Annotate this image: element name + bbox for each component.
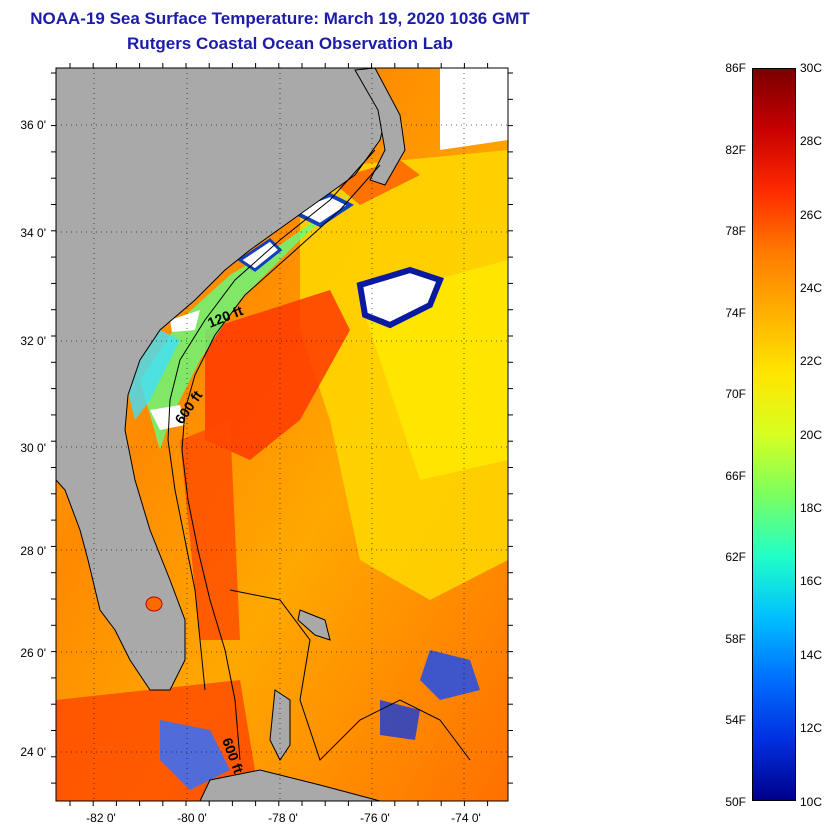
- colorbar-f-label: 74F: [725, 306, 746, 320]
- contour-120ft: [167, 149, 376, 691]
- gulf-stream-core: [205, 290, 350, 460]
- lat-label: 24 0': [20, 745, 46, 759]
- sst-field: [56, 68, 508, 801]
- lon-label: -82 0': [86, 811, 116, 825]
- colorbar-c-label: 16C: [800, 574, 823, 588]
- colorbar-f-label: 82F: [725, 143, 746, 157]
- colorbar-c-label: 30C: [800, 61, 823, 75]
- lat-label: 30 0': [20, 441, 46, 455]
- colorbar-c-label: 18C: [800, 501, 823, 515]
- colorbar-f-label: 62F: [725, 550, 746, 564]
- axis-ticks: [51, 63, 513, 806]
- lat-label: 32 0': [20, 334, 46, 348]
- colorbar-f-label: 58F: [725, 632, 746, 646]
- colorbar-f-label: 54F: [725, 713, 746, 727]
- cloud-patch: [150, 405, 185, 430]
- land-southeast-us: [56, 68, 391, 691]
- land-cuba: [199, 769, 381, 801]
- graticule: [56, 68, 508, 801]
- colorbar-c-label: 12C: [800, 721, 823, 735]
- map-frame: [55, 67, 509, 802]
- colorbar-f-label: 86F: [725, 61, 746, 75]
- colorbar-c-label: 10C: [800, 795, 823, 809]
- colorbar-f-label: 66F: [725, 469, 746, 483]
- contour-bahamas-bank: [229, 589, 471, 761]
- cold-eddy: [420, 650, 480, 700]
- land-outer-banks: [354, 68, 406, 186]
- colorbar-f-label: 78F: [725, 224, 746, 238]
- temperature-colorbar: [752, 68, 796, 801]
- cloud-patch: [440, 68, 508, 150]
- cold-eddy: [380, 700, 420, 740]
- lat-label: 36 0': [20, 118, 46, 132]
- land-andros-island: [269, 689, 291, 761]
- lon-label: -78 0': [268, 811, 298, 825]
- gulf-stream-florida: [180, 420, 240, 640]
- colorbar-f-label: 50F: [725, 795, 746, 809]
- lat-label: 26 0': [20, 646, 46, 660]
- cloud-patch: [170, 310, 200, 332]
- colorbar-c-label: 24C: [800, 281, 823, 295]
- contour-600ft: [181, 164, 381, 761]
- colorbar-c-label: 14C: [800, 648, 823, 662]
- cold-eddy: [160, 720, 230, 790]
- colorbar-c-label: 26C: [800, 208, 823, 222]
- colorbar-c-label: 28C: [800, 134, 823, 148]
- page-title: NOAA-19 Sea Surface Temperature: March 1…: [30, 9, 530, 28]
- cloud-patch: [356, 266, 444, 329]
- lat-label: 34 0': [20, 226, 46, 240]
- page-subtitle: Rutgers Coastal Ocean Observation Lab: [127, 34, 453, 53]
- lon-label: -80 0': [177, 811, 207, 825]
- land-abaco-island: [297, 609, 331, 641]
- colorbar-c-label: 22C: [800, 354, 823, 368]
- colorbar-f-label: 70F: [725, 387, 746, 401]
- lon-label: -74 0': [451, 811, 481, 825]
- colorbar-c-label: 20C: [800, 428, 823, 442]
- lat-label: 28 0': [20, 544, 46, 558]
- lon-label: -76 0': [360, 811, 390, 825]
